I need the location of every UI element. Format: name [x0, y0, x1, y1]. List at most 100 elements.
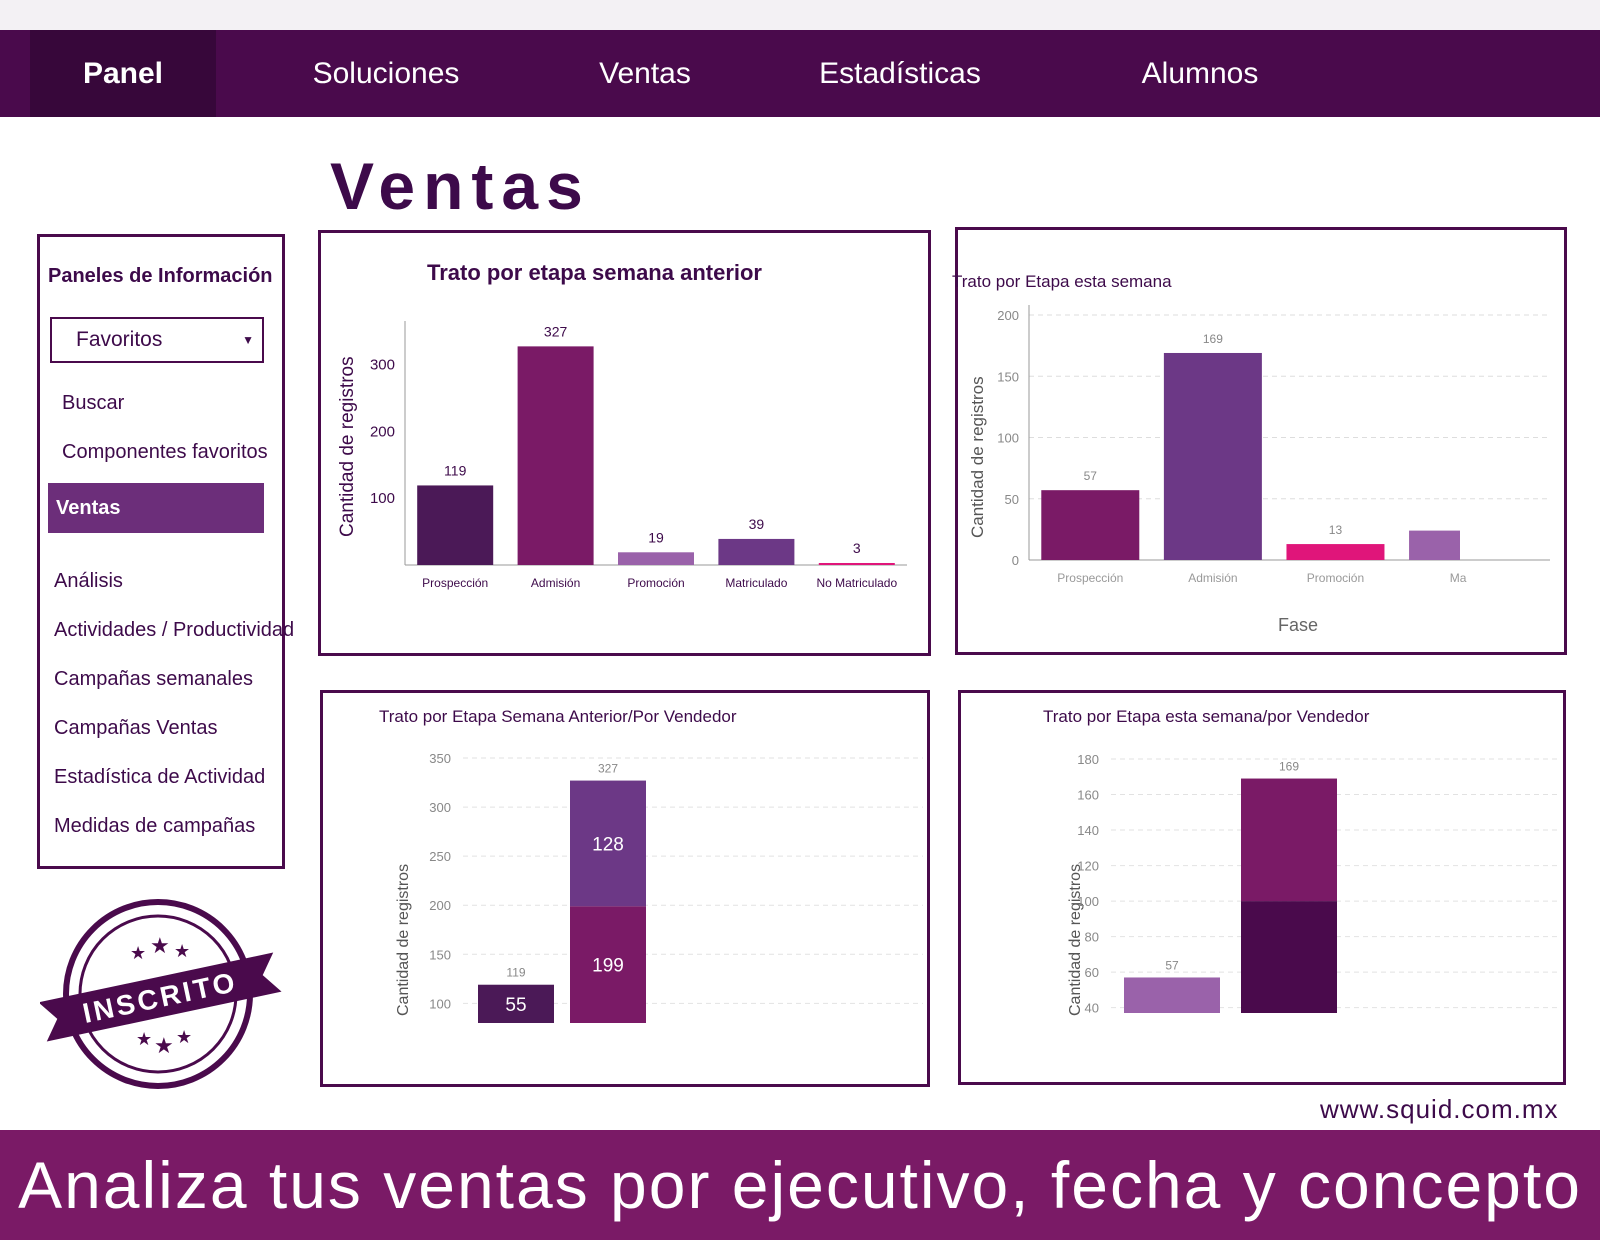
- x-tick-label: No Matriculado: [816, 576, 897, 590]
- data-label: 327: [544, 323, 568, 339]
- main-navbar: Panel Soluciones Ventas Estadísticas Alu…: [0, 30, 1600, 117]
- page-title: Ventas: [330, 149, 591, 223]
- y-tick-label: 180: [1077, 752, 1099, 767]
- top-strip: [0, 0, 1600, 30]
- x-tick-label: Ma: [1450, 571, 1467, 585]
- sidebar-item-analisis[interactable]: Análisis: [54, 570, 123, 592]
- data-label: 57: [1084, 469, 1098, 483]
- chart-title: Trato por Etapa esta semana: [952, 272, 1172, 291]
- svg-text:★: ★: [136, 1029, 152, 1050]
- chart-card-esta-semana: Trato por Etapa esta semana Cantidad de …: [952, 227, 1567, 655]
- svg-text:★: ★: [150, 934, 170, 959]
- sidebar-heading: Paneles de Información: [48, 265, 273, 287]
- sidebar-item-buscar[interactable]: Buscar: [62, 392, 125, 414]
- nav-ventas[interactable]: Ventas: [599, 57, 691, 90]
- sidebar-item-campanas-ventas[interactable]: Campañas Ventas: [54, 717, 218, 739]
- y-tick-label: 200: [997, 308, 1019, 323]
- data-label: 19: [648, 529, 664, 545]
- sidebar-item-componentes-favoritos[interactable]: Componentes favoritos: [62, 441, 268, 463]
- sidebar-item-campanas-semanales[interactable]: Campañas semanales: [54, 668, 253, 690]
- svg-text:★: ★: [176, 1027, 192, 1048]
- y-tick-label: 140: [1077, 823, 1099, 838]
- x-tick-label: Promoción: [627, 576, 684, 590]
- y-tick-label: 100: [1077, 894, 1099, 909]
- bar-segment-2: [1241, 778, 1337, 902]
- y-tick-label: 200: [370, 423, 395, 440]
- y-tick-label: 200: [429, 898, 451, 913]
- x-tick-label: Admisión: [1188, 571, 1237, 585]
- chart-title: Trato por etapa semana anterior: [427, 260, 762, 285]
- y-tick-label: 150: [429, 947, 451, 962]
- x-tick-label: Admisión: [531, 576, 580, 590]
- data-label: 119: [444, 462, 467, 478]
- sidebar-item-estadistica-actividad[interactable]: Estadística de Actividad: [54, 766, 266, 788]
- y-tick-label: 100: [370, 490, 395, 507]
- y-tick-label: 300: [370, 356, 395, 373]
- total-label: 327: [598, 762, 618, 776]
- sidebar-item-actividades[interactable]: Actividades / Productividad: [54, 619, 295, 641]
- x-tick-label: Prospección: [1057, 571, 1123, 585]
- y-tick-label: 60: [1085, 965, 1099, 980]
- x-tick-label: Matriculado: [725, 576, 787, 590]
- chart-card-semana-anterior: Trato por etapa semana anterior Cantidad…: [318, 230, 931, 656]
- y-tick-label: 120: [1077, 859, 1099, 874]
- sidebar: Paneles de Información Favoritos ▼ Busca…: [37, 234, 294, 869]
- stamp-stars: ★ ★ ★ ★ ★ ★: [130, 934, 192, 1059]
- bar-admisión: [517, 346, 594, 565]
- chart-title: Trato por Etapa esta semana/por Vendedor: [1043, 707, 1370, 726]
- footer-banner: Analiza tus ventas por ejecutivo, fecha …: [0, 1130, 1600, 1240]
- chart-title: Trato por Etapa Semana Anterior/Por Vend…: [379, 707, 737, 726]
- svg-text:★: ★: [130, 943, 146, 964]
- bar-segment-1: [1241, 901, 1337, 1013]
- svg-text:★: ★: [174, 941, 190, 962]
- bar-ma: [1409, 530, 1460, 560]
- bar-prospección: [1041, 490, 1140, 560]
- chart-card-esta-semana-vendedor: Trato por Etapa esta semana/por Vendedor…: [958, 690, 1566, 1085]
- favorites-select[interactable]: Favoritos ▼: [50, 317, 264, 363]
- y-tick-label: 50: [1005, 492, 1019, 507]
- inscrito-stamp: ★ ★ ★ ★ ★ ★ INSCRITO: [40, 899, 282, 1089]
- nav-estadisticas[interactable]: Estadísticas: [819, 57, 981, 90]
- chart-plot: 0 50 100 150 200 57 Prospección 169 Admisión 13 Pr…: [997, 305, 1550, 585]
- y-tick-label: 160: [1077, 788, 1099, 803]
- y-tick-label: 350: [429, 751, 451, 766]
- bar-segment-2: [570, 780, 646, 907]
- stamp-text: INSCRITO: [80, 966, 240, 1029]
- y-tick-label: 80: [1085, 930, 1099, 945]
- y-tick-label: 100: [429, 996, 451, 1011]
- segment-label: 199: [592, 956, 624, 977]
- y-tick-label: 0: [1012, 553, 1019, 568]
- chart-plot: 100 200 300 119 Prospección 327 Admisión 19 Prom…: [370, 321, 907, 590]
- sidebar-item-medidas-campanas[interactable]: Medidas de campañas: [54, 815, 256, 837]
- bar-segment-1: [1124, 977, 1220, 1013]
- chart-xlabel: Fase: [1278, 615, 1319, 635]
- bar-segment-1: [570, 906, 646, 1023]
- website-watermark[interactable]: www.squid.com.mx: [1320, 1094, 1559, 1124]
- chevron-down-icon: ▼: [242, 333, 254, 347]
- data-label: 13: [1329, 523, 1343, 537]
- nav-panel[interactable]: Panel: [30, 30, 216, 117]
- nav-alumnos[interactable]: Alumnos: [1141, 57, 1259, 90]
- bar-no-matriculado: [818, 562, 895, 565]
- data-label: 39: [749, 516, 765, 532]
- x-tick-label: Prospección: [422, 576, 488, 590]
- chart-plot: 40 60 80 100 120 140 160 180 57 169: [1077, 752, 1561, 1016]
- nav-soluciones[interactable]: Soluciones: [312, 57, 460, 90]
- segment-label: 55: [505, 995, 526, 1016]
- bar-admisión: [1163, 352, 1262, 560]
- y-tick-label: 100: [997, 431, 1019, 446]
- sidebar-item-ventas[interactable]: Ventas: [48, 483, 264, 533]
- favorites-select-value: Favoritos: [76, 328, 163, 351]
- footer-tagline: Analiza tus ventas por ejecutivo, fecha …: [18, 1148, 1582, 1222]
- chart-card-anterior-vendedor: Trato por Etapa Semana Anterior/Por Vend…: [320, 690, 930, 1087]
- bar-promoción: [618, 552, 694, 565]
- svg-text:★: ★: [154, 1034, 174, 1059]
- y-tick-label: 40: [1085, 1001, 1099, 1016]
- total-label: 119: [506, 966, 525, 980]
- total-label: 57: [1165, 958, 1179, 972]
- bar-promoción: [1286, 544, 1385, 560]
- total-label: 169: [1279, 760, 1299, 774]
- bar-segment-1: [478, 984, 554, 1023]
- stamp-ribbon: [40, 952, 282, 1042]
- segment-label: 128: [592, 834, 624, 855]
